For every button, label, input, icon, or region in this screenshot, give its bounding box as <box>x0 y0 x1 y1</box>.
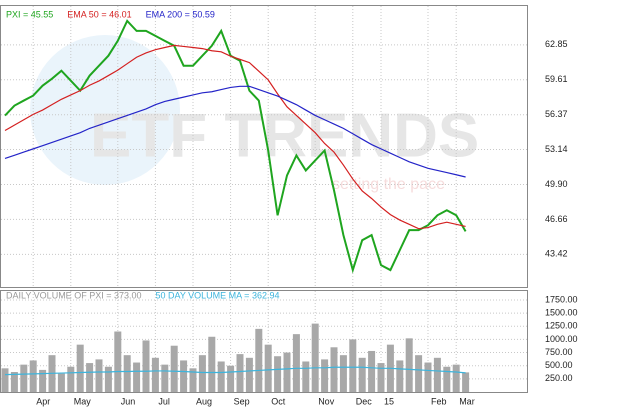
series-line <box>4 366 466 376</box>
volume-bar <box>208 336 216 392</box>
x-tick-label: Jul <box>158 396 170 406</box>
x-tick-label: Sep <box>234 396 250 406</box>
volume-bar <box>189 368 197 392</box>
volume-bar <box>57 373 65 392</box>
y-tick-label: 1250.00 <box>545 321 578 331</box>
x-tick-label: Nov <box>318 396 335 406</box>
y-tick-label: 56.37 <box>545 109 568 119</box>
y-tick-label: 250.00 <box>545 373 573 383</box>
y-tick-label: 49.90 <box>545 179 568 189</box>
x-tick-label: Feb <box>431 396 447 406</box>
volume-bar <box>405 338 413 392</box>
legend-entry: PXI = 45.55 <box>6 9 53 19</box>
volume-bar <box>462 372 470 392</box>
volume-bar <box>358 357 366 392</box>
volume-bar <box>377 363 385 392</box>
volume-bar <box>86 363 94 392</box>
legend-entry: 50 DAY VOLUME MA = 362.94 <box>155 290 279 300</box>
price-frame <box>0 5 528 288</box>
series-line <box>4 85 466 178</box>
y-tick-label: 46.66 <box>545 214 568 224</box>
volume-bar <box>292 334 300 392</box>
volume-bar <box>274 356 282 392</box>
volume-frame <box>0 290 528 393</box>
volume-bar <box>330 347 338 392</box>
watermark: ETF TRENDS <box>90 101 479 170</box>
volume-bar <box>20 364 28 392</box>
x-tick-label: Dec <box>356 396 373 406</box>
x-tick-label: Aug <box>196 396 212 406</box>
volume-bar <box>76 344 84 392</box>
volume-bar <box>302 361 310 392</box>
volume-bar <box>443 366 451 392</box>
y-tick-label: 43.42 <box>545 249 568 259</box>
x-tick-label: Mar <box>459 396 475 406</box>
legend-entry: DAILY VOLUME OF PXI = 373.00 <box>6 290 141 300</box>
x-tick-label: 15 <box>384 396 394 406</box>
volume-bar <box>264 344 272 392</box>
volume-bar <box>433 357 441 392</box>
watermark-globe <box>30 35 180 185</box>
volume-bar <box>227 365 235 392</box>
volume-bar <box>415 355 423 392</box>
volume-bar <box>349 339 357 392</box>
y-tick-label: 1750.00 <box>545 294 578 304</box>
volume-bar <box>29 360 37 392</box>
y-tick-label: 62.85 <box>545 39 568 49</box>
volume-bar <box>39 369 47 392</box>
y-tick-label: 53.14 <box>545 144 568 154</box>
volume-bar <box>236 354 244 392</box>
x-tick-label: Jun <box>121 396 136 406</box>
volume-bar <box>95 359 103 392</box>
volume-bar <box>10 372 18 392</box>
volume-bar <box>123 355 131 392</box>
volume-bar <box>283 352 291 392</box>
legend-entry: EMA 50 = 46.01 <box>67 9 131 19</box>
volume-bar <box>104 366 112 392</box>
volume-bar <box>245 357 253 392</box>
volume-bar <box>368 350 376 392</box>
y-tick-label: 59.61 <box>545 74 568 84</box>
volume-bar <box>170 345 178 392</box>
volume-bar <box>133 362 141 392</box>
y-tick-label: 750.00 <box>545 347 573 357</box>
x-tick-label: May <box>74 396 92 406</box>
volume-bar <box>198 355 206 392</box>
volume-bar <box>339 355 347 392</box>
series-line <box>4 44 466 230</box>
volume-bar <box>217 361 225 392</box>
y-tick-label: 1500.00 <box>545 307 578 317</box>
y-tick-label: 1000.00 <box>545 334 578 344</box>
x-tick-label: Apr <box>36 396 50 406</box>
volume-bar <box>180 360 188 392</box>
volume-bar <box>321 359 329 392</box>
volume-bar <box>452 364 460 392</box>
volume-bar <box>424 362 432 392</box>
volume-bar <box>1 368 9 392</box>
volume-bar <box>151 357 159 392</box>
y-tick-label: 500.00 <box>545 360 573 370</box>
volume-bar <box>396 360 404 392</box>
volume-bar <box>142 340 150 392</box>
volume-bar <box>114 331 122 392</box>
volume-bar <box>161 364 169 392</box>
volume-bar <box>255 328 263 392</box>
legend-entry: EMA 200 = 50.59 <box>146 9 215 19</box>
volume-bar <box>311 323 319 392</box>
x-tick-label: Oct <box>271 396 286 406</box>
volume-bar <box>67 366 75 392</box>
